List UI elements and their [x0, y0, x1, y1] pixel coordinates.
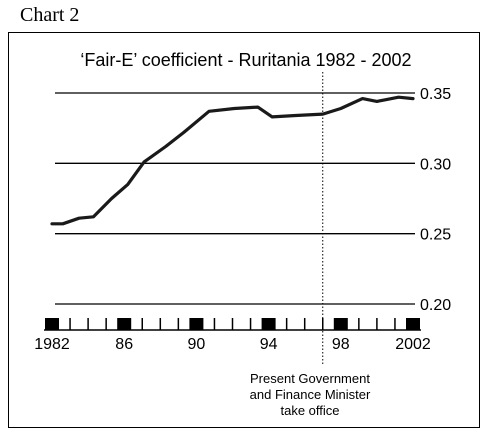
x-axis-block: [45, 318, 59, 330]
chart-label: Chart 2: [20, 4, 80, 26]
gridlines: [55, 92, 415, 305]
x-axis-band: [44, 318, 421, 331]
annotation-text: take office: [280, 403, 339, 418]
x-tick-label: 94: [260, 336, 278, 353]
x-tick-label: 1982: [34, 336, 70, 353]
x-tick-label: 86: [115, 336, 133, 353]
y-tick-label: 0.30: [420, 156, 451, 173]
x-axis-block: [117, 318, 132, 330]
y-tick-label: 0.25: [420, 227, 451, 244]
x-axis-block: [189, 318, 204, 330]
x-tick-labels: 1982 86 90 94 98 2002: [34, 336, 431, 353]
y-tick-label: 0.35: [420, 86, 451, 103]
y-tick-label: 0.20: [420, 297, 451, 314]
x-tick-label: 2002: [395, 336, 431, 353]
annotation-text: Present Government: [250, 371, 370, 386]
series-line: [50, 95, 415, 226]
x-tick-label: 90: [188, 336, 206, 353]
x-axis-block: [333, 318, 348, 330]
chart-frame: [8, 32, 480, 428]
x-axis-block: [406, 318, 420, 330]
y-tick-labels: 0.35 0.30 0.25 0.20: [420, 86, 451, 314]
chart-title: ‘Fair-E’ coefficient - Ruritania 1982 - …: [80, 50, 411, 70]
annotation-text: and Finance Minister: [250, 387, 371, 402]
x-axis-block: [261, 318, 276, 330]
series-group: [50, 95, 415, 226]
x-tick-label: 98: [332, 336, 350, 353]
